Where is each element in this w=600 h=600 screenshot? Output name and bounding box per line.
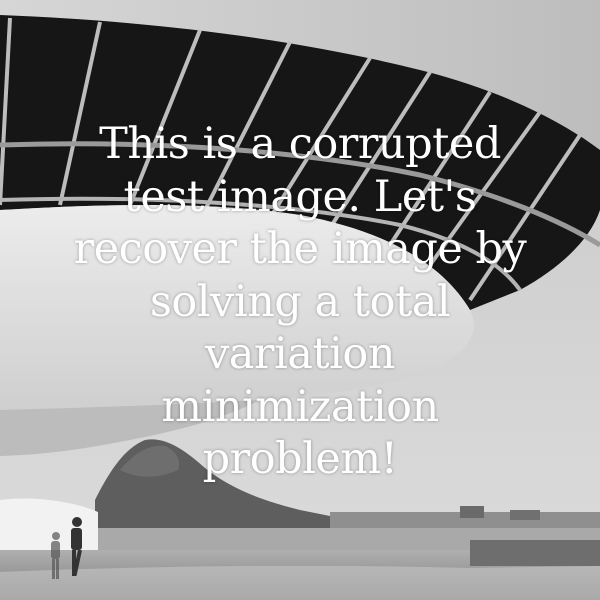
window-sill [0, 196, 522, 292]
roof-canopy [0, 0, 600, 150]
overlay-line: recover the image by [73, 224, 527, 274]
overlay-line: This is a corrupted [99, 119, 501, 169]
distant-building [460, 506, 484, 518]
person-shadow [51, 532, 60, 579]
window-mullions [0, 17, 582, 302]
overlay-line: minimization [161, 381, 439, 432]
overlay-line: variation [205, 329, 396, 379]
overlay-line: solving a total [149, 276, 451, 327]
distant-building [510, 510, 540, 520]
window-sill [0, 141, 600, 248]
person-walking [71, 517, 82, 576]
mountain-highlight [120, 445, 180, 477]
railing [470, 540, 600, 566]
plaza-light [0, 565, 600, 600]
overlay-line: test image. Let's [123, 171, 477, 222]
corruption-overlay-text: This is a corrupted test image. Let's re… [0, 118, 600, 486]
overlay-line: problem! [202, 434, 398, 484]
disk-underside [0, 205, 474, 410]
ramp-shadow [0, 400, 260, 456]
